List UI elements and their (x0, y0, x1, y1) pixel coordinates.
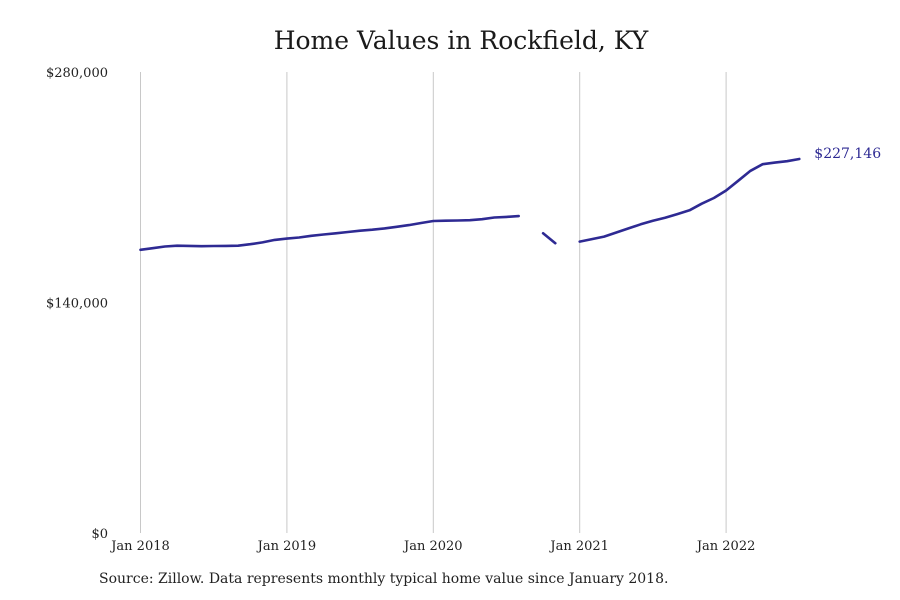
end-value-label: $227,146 (814, 146, 881, 162)
y-tick-label: $0 (91, 527, 108, 542)
end-label-group: $227,146 (814, 146, 881, 162)
series-line-segment (578, 157, 801, 243)
x-tick-label: Jan 2020 (402, 539, 463, 554)
y-tick-label: $280,000 (46, 66, 108, 81)
x-tick-label: Jan 2018 (109, 539, 170, 554)
x-tick-label: Jan 2022 (695, 539, 756, 554)
chart-title: Home Values in Rockfield, KY (273, 26, 649, 55)
data-series (139, 157, 801, 252)
series-line-segment (139, 214, 521, 252)
x-axis-labels: Jan 2018 Jan 2019 Jan 2020 Jan 2021 Jan 2022 (109, 539, 755, 554)
series-line-segment (541, 232, 557, 245)
y-tick-label: $140,000 (46, 297, 108, 312)
source-note: Source: Zillow. Data represents monthly … (99, 571, 669, 587)
gridlines (140, 72, 727, 533)
y-axis-labels: $0 $140,000 $280,000 (46, 66, 108, 542)
x-tick-label: Jan 2019 (256, 539, 317, 554)
x-tick-label: Jan 2021 (548, 539, 609, 554)
